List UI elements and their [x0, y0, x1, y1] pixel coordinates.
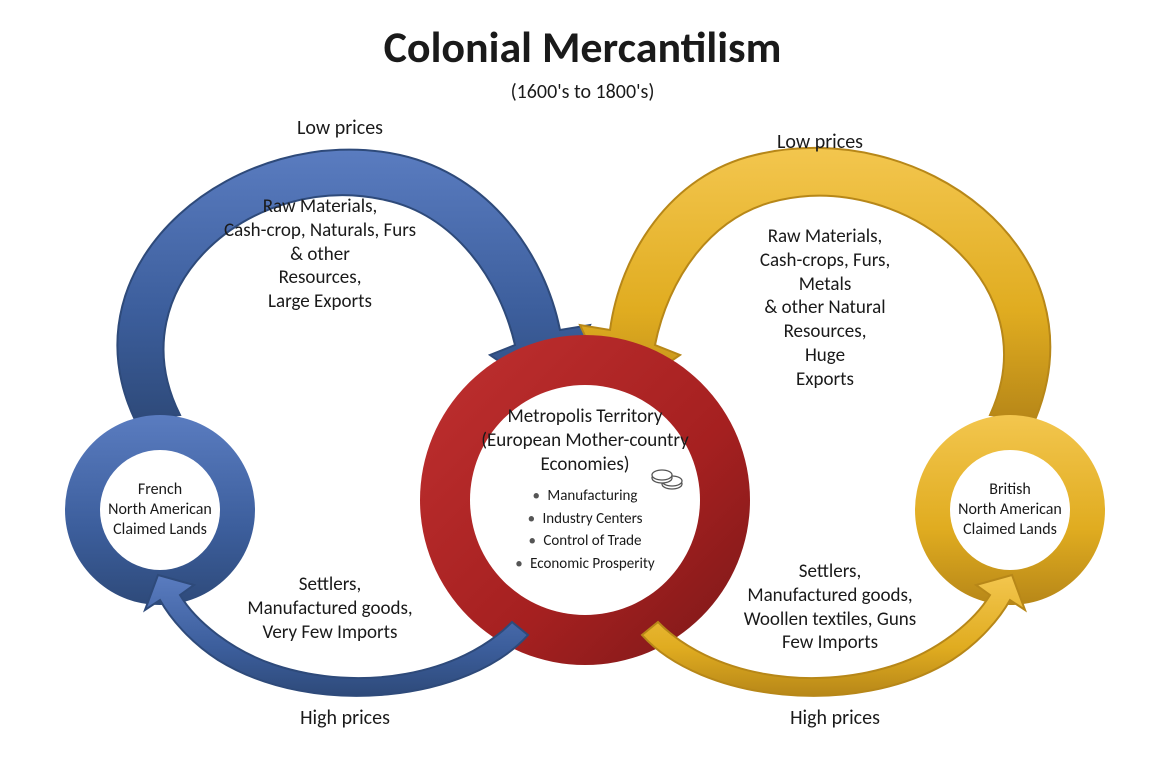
center-ring-title: Metropolis Territory (European Mother-co… [475, 405, 695, 476]
center-ring-bullets: Manufacturing Industry Centers Control o… [490, 485, 680, 575]
right-ring-label-text: British North American Claimed Lands [940, 480, 1080, 540]
desc-upper-right-l1: Raw Materials, Cash-crops, Furs, Metals … [720, 225, 930, 391]
center-ring-title-text: Metropolis Territory (European Mother-co… [475, 405, 695, 476]
right-ring-label: British North American Claimed Lands [940, 480, 1080, 540]
desc-lower-right: Settlers, Manufactured goods, Woollen te… [710, 560, 950, 655]
diagram-stage: Colonial Mercantilism (1600's to 1800's)… [0, 0, 1165, 762]
label-high-prices-right: High prices [745, 706, 925, 731]
coins-icon [650, 468, 684, 492]
desc-upper-left-l1: Raw Materials, Cash-crop, Naturals, Furs… [190, 195, 450, 314]
label-high-prices-left: High prices [255, 706, 435, 731]
label-low-prices-right: Low prices [740, 130, 900, 155]
desc-lower-left: Settlers, Manufactured goods, Very Few I… [210, 573, 450, 644]
bullet-3: Economic Prosperity [490, 553, 680, 576]
page-subtitle: (1600's to 1800's) [0, 80, 1165, 104]
diagram-svg [0, 0, 1165, 762]
desc-upper-right: Raw Materials, Cash-crops, Furs, Metals … [720, 225, 930, 391]
desc-lower-right-l1: Settlers, Manufactured goods, Woollen te… [710, 560, 950, 655]
left-ring-label-text: French North American Claimed Lands [90, 480, 230, 540]
left-ring-label: French North American Claimed Lands [90, 480, 230, 540]
bullet-2: Control of Trade [490, 530, 680, 553]
desc-lower-left-l1: Settlers, Manufactured goods, Very Few I… [210, 573, 450, 644]
bullet-1: Industry Centers [490, 508, 680, 531]
label-low-prices-left: Low prices [260, 116, 420, 141]
page-title: Colonial Mercantilism [0, 20, 1165, 74]
desc-upper-left: Raw Materials, Cash-crop, Naturals, Furs… [190, 195, 450, 314]
